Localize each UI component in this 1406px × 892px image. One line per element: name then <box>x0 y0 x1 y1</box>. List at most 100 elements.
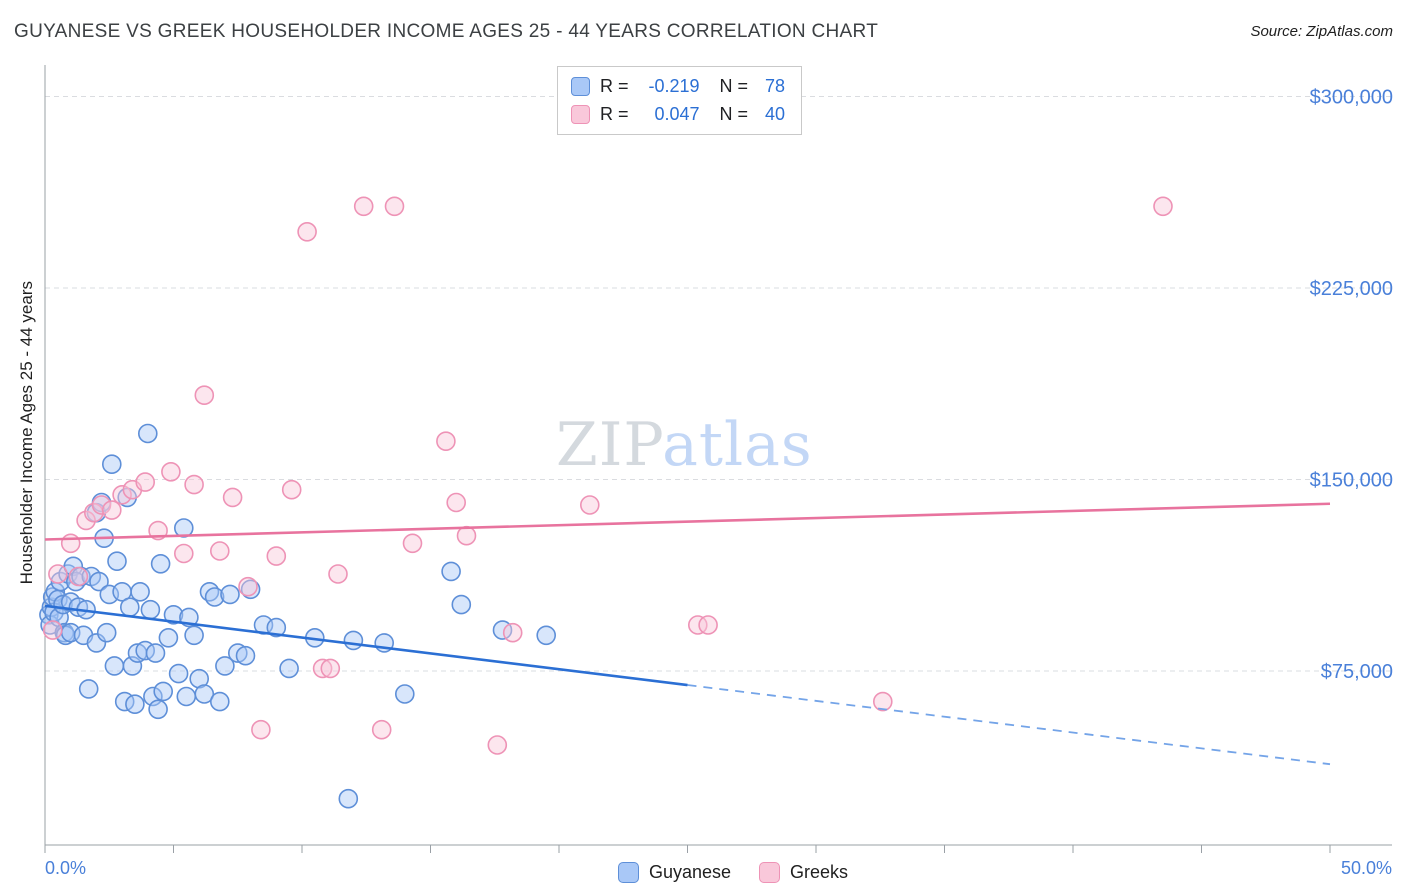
point-greeks[interactable] <box>436 431 456 452</box>
point-guyanese[interactable] <box>184 625 204 646</box>
trend-line-guyanese <box>44 604 688 687</box>
point-greeks[interactable] <box>210 541 230 561</box>
point-greeks[interactable] <box>48 564 68 584</box>
point-guyanese[interactable] <box>441 561 461 582</box>
point-greeks[interactable] <box>687 615 708 635</box>
r-value-greeks: 0.047 <box>654 104 700 124</box>
point-greeks[interactable] <box>502 622 523 643</box>
point-guyanese[interactable] <box>215 656 235 676</box>
point-greeks[interactable] <box>384 196 405 217</box>
point-greeks[interactable] <box>68 566 89 587</box>
point-greeks[interactable] <box>174 543 194 564</box>
y-tick-label: $300,000 <box>1310 87 1393 109</box>
source-attribution: Source: ZipAtlas.com <box>1250 23 1393 40</box>
watermark-atlas: atlas <box>662 410 813 480</box>
point-guyanese[interactable] <box>140 599 161 620</box>
point-guyanese[interactable] <box>536 625 557 646</box>
point-greeks[interactable] <box>312 658 333 679</box>
point-guyanese[interactable] <box>204 587 225 607</box>
point-guyanese[interactable] <box>394 684 415 704</box>
point-guyanese[interactable] <box>228 643 248 663</box>
n-label: N = <box>719 104 749 124</box>
point-guyanese[interactable] <box>279 658 299 679</box>
x-axis-max-label: 50.0% <box>1340 858 1392 878</box>
stats-row-greeks: R = 0.047 N = 40 <box>571 104 785 125</box>
point-greeks[interactable] <box>135 472 155 492</box>
point-greeks[interactable] <box>579 495 600 515</box>
point-greeks[interactable] <box>353 196 374 217</box>
point-guyanese[interactable] <box>125 694 145 715</box>
greeks-legend-swatch <box>759 862 781 883</box>
trend-line-greeks <box>44 502 1331 541</box>
point-guyanese[interactable] <box>78 679 99 699</box>
point-guyanese[interactable] <box>451 594 472 615</box>
point-greeks[interactable] <box>91 495 112 515</box>
point-guyanese[interactable] <box>176 686 197 707</box>
point-greeks[interactable] <box>281 479 302 500</box>
point-guyanese[interactable] <box>63 556 84 577</box>
point-greeks[interactable] <box>297 222 317 242</box>
n-label: N = <box>719 76 749 96</box>
point-greeks[interactable] <box>194 385 215 406</box>
point-guyanese[interactable] <box>220 584 240 605</box>
y-tick-label: $75,000 <box>1321 661 1393 683</box>
point-greeks[interactable] <box>487 735 508 755</box>
r-value-guyanese: -0.219 <box>648 76 700 96</box>
point-greeks[interactable] <box>872 691 893 712</box>
point-guyanese[interactable] <box>96 622 117 643</box>
point-greeks[interactable] <box>184 474 204 495</box>
point-greeks[interactable] <box>1153 196 1173 217</box>
point-greeks[interactable] <box>698 615 718 635</box>
point-guyanese[interactable] <box>138 423 158 444</box>
r-label: R = <box>600 104 629 124</box>
point-guyanese[interactable] <box>107 551 127 572</box>
point-guyanese[interactable] <box>194 684 215 704</box>
r-label: R = <box>600 76 629 96</box>
point-guyanese[interactable] <box>89 571 109 592</box>
point-greeks[interactable] <box>402 533 423 554</box>
zipatlas-watermark: ZIPatlas <box>556 410 813 480</box>
point-guyanese[interactable] <box>104 656 125 676</box>
point-guyanese[interactable] <box>50 571 71 592</box>
point-greeks[interactable] <box>112 484 132 505</box>
point-greeks[interactable] <box>320 658 341 679</box>
point-guyanese[interactable] <box>148 699 168 720</box>
point-guyanese[interactable] <box>120 597 140 618</box>
stats-legend-box: R = -0.219 N = 78 R = 0.047 N = 40 <box>557 66 803 135</box>
point-guyanese[interactable] <box>168 663 189 684</box>
point-guyanese[interactable] <box>150 553 171 574</box>
point-greeks[interactable] <box>371 719 392 740</box>
guyanese-legend-label: Guyanese <box>648 862 732 882</box>
point-greeks[interactable] <box>222 487 243 508</box>
point-guyanese[interactable] <box>266 617 287 638</box>
point-greeks[interactable] <box>251 719 271 740</box>
point-greeks[interactable] <box>60 533 81 554</box>
point-guyanese[interactable] <box>86 633 107 653</box>
point-greeks[interactable] <box>102 500 122 520</box>
point-greeks[interactable] <box>76 510 96 531</box>
point-guyanese[interactable] <box>189 668 209 689</box>
point-guyanese[interactable] <box>102 454 122 475</box>
point-guyanese[interactable] <box>235 645 256 666</box>
y-tick-label: $150,000 <box>1310 470 1393 492</box>
point-guyanese[interactable] <box>153 681 173 702</box>
greeks-swatch <box>571 105 590 124</box>
point-greeks[interactable] <box>161 461 181 482</box>
point-guyanese[interactable] <box>158 627 179 648</box>
point-greeks[interactable] <box>446 492 467 513</box>
point-greeks[interactable] <box>42 620 63 640</box>
trend-line-ext-guyanese <box>687 684 1331 766</box>
point-guyanese[interactable] <box>338 788 359 809</box>
point-guyanese[interactable] <box>145 643 166 663</box>
point-guyanese[interactable] <box>343 630 364 651</box>
point-greeks[interactable] <box>328 564 348 584</box>
point-greeks[interactable] <box>456 525 477 546</box>
point-guyanese[interactable] <box>210 691 230 712</box>
point-greeks[interactable] <box>238 576 258 597</box>
stats-row-guyanese: R = -0.219 N = 78 <box>571 76 785 97</box>
point-guyanese[interactable] <box>174 518 194 538</box>
point-guyanese[interactable] <box>240 579 261 600</box>
point-guyanese[interactable] <box>130 581 150 602</box>
point-guyanese[interactable] <box>163 604 184 625</box>
point-greeks[interactable] <box>266 546 287 566</box>
